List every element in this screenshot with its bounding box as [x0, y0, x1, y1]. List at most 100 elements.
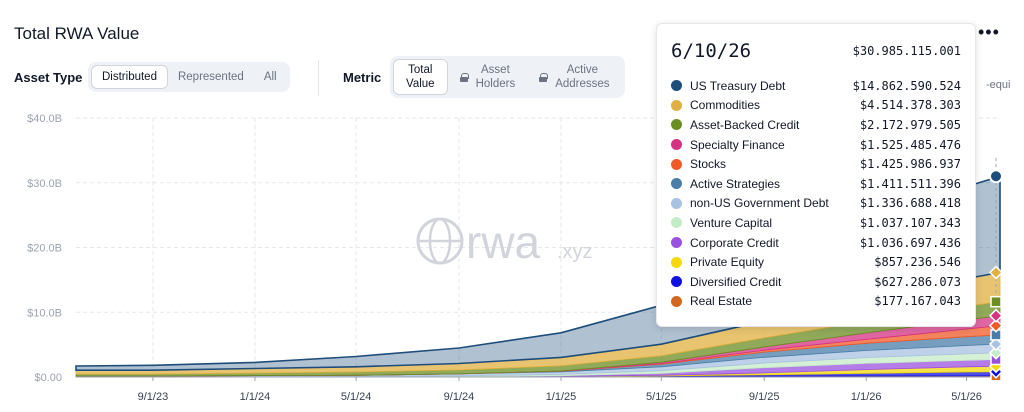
series-color-dot: [671, 99, 682, 111]
x-tick-label: 1/1/26: [851, 391, 882, 403]
hover-marker: [989, 169, 1003, 184]
y-tick-label: $40.0B: [27, 113, 62, 125]
x-tick-label: 1/1/24: [240, 391, 271, 403]
y-axis: $0.00 $10.0B $20.0B $30.0B $40.0B: [27, 113, 62, 384]
metric-asset-holders-line2: Holders: [475, 78, 516, 90]
series-color-dot: [671, 158, 682, 170]
tooltip-series-value: $627.286.073: [874, 274, 961, 289]
hover-marker: [990, 295, 1002, 308]
x-tick-label: 9/1/23: [138, 391, 169, 403]
asset-type-all[interactable]: All: [263, 71, 277, 83]
series-color-dot: [671, 295, 682, 307]
tooltip-series-name: Venture Capital: [690, 215, 773, 230]
y-tick-label: $20.0B: [27, 243, 62, 255]
series-color-dot: [671, 139, 682, 151]
tooltip-series-name: Commodities: [690, 98, 761, 113]
series-color-dot: [671, 119, 682, 131]
hover-marker: [988, 318, 1004, 333]
tooltip-series-value: $857.236.546: [874, 255, 961, 270]
tooltip-rows: US Treasury Debt $14.862.590.524 Commoditi…: [671, 76, 961, 311]
tooltip-series-value: $1.411.511.396: [859, 176, 961, 191]
tooltip-total: $30.985.115.001: [852, 44, 961, 58]
tooltip-row: Commodities $4.514.378.303: [671, 96, 961, 116]
y-tick-label: $0.00: [34, 372, 62, 384]
metric-toggle: Total Value Asset Holders Active Addresses: [390, 56, 625, 98]
metric-total-value-line2: Value: [406, 78, 435, 90]
tooltip-row: Venture Capital $1.037.107.343: [671, 213, 961, 233]
series-color-dot: [671, 217, 682, 229]
y-tick-label: $30.0B: [27, 178, 62, 190]
tooltip-series-name: Private Equity: [690, 255, 765, 270]
metric-active-addresses[interactable]: Active Addresses: [527, 59, 621, 95]
series-color-dot: [671, 237, 682, 249]
tooltip-series-name: Real Estate: [690, 294, 753, 309]
tooltip-row: Corporate Credit $1.036.697.436: [671, 233, 961, 253]
tooltip-row: US Treasury Debt $14.862.590.524: [671, 76, 961, 96]
x-tick-label: 9/1/24: [444, 391, 475, 403]
hover-marker: [988, 265, 1004, 280]
tooltip-series-value: $14.862.590.524: [852, 78, 961, 93]
asset-type-distributed[interactable]: Distributed: [91, 65, 168, 89]
tooltip-series-value: $4.514.378.303: [859, 98, 961, 113]
series-color-dot: [671, 256, 682, 268]
metric-active-addresses-line1: Active: [566, 64, 599, 76]
controls-divider: [318, 60, 319, 96]
metric-asset-holders[interactable]: Asset Holders: [448, 59, 528, 95]
tooltip-row: Active Strategies $1.411.511.396: [671, 174, 961, 194]
metric-total-value[interactable]: Total Value: [393, 59, 448, 95]
tooltip-series-name: Specialty Finance: [690, 137, 785, 152]
hover-marker: [988, 308, 1004, 323]
series-color-dot: [671, 276, 682, 288]
x-tick-label: 5/1/25: [646, 391, 677, 403]
series-color-dot: [671, 80, 682, 92]
overflow-text: -equi: [986, 79, 1011, 91]
tooltip-series-name: Corporate Credit: [690, 235, 779, 250]
tooltip-row: Specialty Finance $1.525.485.476: [671, 135, 961, 155]
tooltip-row: non-US Government Debt $1.336.688.418: [671, 194, 961, 214]
x-tick-label: 9/1/25: [749, 391, 780, 403]
hover-tooltip: 6/10/26 $30.985.115.001 US Treasury Debt…: [656, 23, 976, 327]
tooltip-date: 6/10/26: [671, 40, 752, 62]
watermark-suffix: .xyz: [557, 241, 593, 263]
tooltip-row: Real Estate $177.167.043: [671, 292, 961, 312]
tooltip-series-value: $2.172.979.505: [859, 117, 961, 132]
more-options-icon[interactable]: •••: [978, 22, 1000, 42]
asset-type-represented[interactable]: Represented: [177, 71, 244, 83]
page-title: Total RWA Value: [14, 24, 140, 43]
x-tick-label: 5/1/26: [951, 391, 982, 403]
y-tick-label: $10.0B: [27, 307, 62, 319]
metric-active-addresses-line2: Addresses: [555, 78, 610, 90]
tooltip-row: Asset-Backed Credit $2.172.979.505: [671, 115, 961, 135]
tooltip-series-value: $1.036.697.436: [859, 235, 961, 250]
tooltip-series-name: Stocks: [690, 157, 727, 172]
watermark: rwa .xyz: [416, 216, 593, 268]
tooltip-row: Diversified Credit $627.286.073: [671, 272, 961, 292]
tooltip-series-value: $1.037.107.343: [859, 215, 961, 230]
metric-label: Metric: [343, 70, 382, 85]
series-color-dot: [671, 197, 682, 209]
lock-icon: [539, 72, 549, 82]
tooltip-series-value: $1.525.485.476: [859, 137, 961, 152]
tooltip-series-name: Asset-Backed Credit: [690, 117, 800, 132]
chart-controls: Asset Type Distributed Represented All M…: [0, 56, 1024, 98]
tooltip-series-name: US Treasury Debt: [690, 78, 786, 93]
asset-type-toggle: Distributed Represented All: [88, 62, 290, 92]
metric-asset-holders-line1: Asset: [481, 64, 510, 76]
tooltip-series-name: Diversified Credit: [690, 274, 782, 289]
tooltip-series-value: $1.336.688.418: [859, 196, 961, 211]
hover-marker: [988, 345, 1004, 360]
hover-markers: [988, 158, 1004, 382]
tooltip-series-value: $177.167.043: [874, 294, 961, 309]
tooltip-series-name: Active Strategies: [690, 176, 781, 191]
lock-icon: [459, 72, 469, 82]
x-tick-label: 5/1/24: [341, 391, 372, 403]
tooltip-series-value: $1.425.986.937: [859, 157, 961, 172]
asset-type-label: Asset Type: [14, 70, 83, 85]
tooltip-row: Stocks $1.425.986.937: [671, 154, 961, 174]
watermark-text: rwa: [466, 216, 541, 268]
hover-marker: [988, 336, 1004, 352]
tooltip-row: Private Equity $857.236.546: [671, 252, 961, 272]
series-color-dot: [671, 178, 682, 190]
metric-total-value-line1: Total: [408, 64, 433, 76]
x-tick-label: 1/1/25: [546, 391, 577, 403]
